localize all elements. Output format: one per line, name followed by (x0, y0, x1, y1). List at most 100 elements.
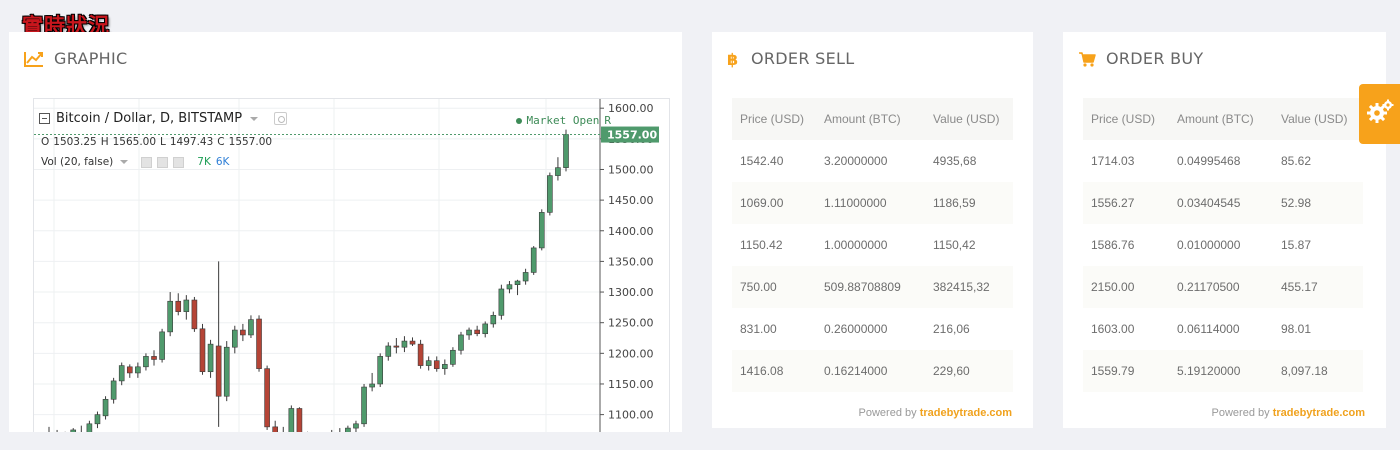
candle-body (167, 300, 173, 333)
column-header[interactable]: Value (USD) (1273, 98, 1363, 140)
candle-body (118, 365, 125, 382)
table-row[interactable]: 1603.00 0.06114000 98.01 (1083, 308, 1363, 350)
candle-body (191, 299, 198, 330)
bitcoin-icon: ฿ (727, 50, 741, 68)
order-buy-title: ORDER BUY (1078, 49, 1204, 68)
candle-body (450, 349, 456, 365)
table-row[interactable]: 750.00 509.88708809 382415,32 (732, 266, 1013, 308)
collapse-icon[interactable] (39, 113, 50, 124)
table-row[interactable]: 1586.76 0.01000000 15.87 (1083, 224, 1363, 266)
amount-cell: 5.19120000 (1169, 350, 1273, 392)
candle-body (248, 319, 254, 336)
settings-tab[interactable] (1359, 84, 1400, 144)
volume-value-1: 7K (197, 156, 211, 168)
price-chart-canvas[interactable]: 1600.001550.001500.001450.001400.001350.… (34, 99, 670, 432)
candle-body (466, 329, 472, 336)
y-tick-label: 1300.00 (608, 286, 654, 299)
ohlc-close-label: C (217, 136, 225, 148)
table-row[interactable]: 1069.00 1.11000000 1186,59 (732, 182, 1013, 224)
candle-body (207, 343, 214, 373)
powered-by-link[interactable]: tradebytrade.com (1272, 407, 1365, 419)
market-status: Market Open R (515, 114, 611, 127)
chevron-down-icon[interactable] (120, 160, 129, 164)
y-tick-label: 1450.00 (608, 194, 654, 207)
last-price-badge (601, 126, 659, 143)
table-header-row: Price (USD) Amount (BTC) Value (USD) (732, 98, 1013, 140)
settings-icon[interactable] (157, 156, 169, 168)
graphic-panel-title: GRAPHIC (24, 49, 127, 68)
settings-circle-icon[interactable] (274, 112, 288, 125)
column-header[interactable]: Price (USD) (732, 98, 816, 140)
candle-body (215, 345, 222, 397)
price-cell: 1416.08 (732, 350, 816, 392)
ohlc-low-label: L (160, 136, 166, 148)
gear-icon[interactable] (1365, 97, 1395, 131)
price-cell: 831.00 (740, 322, 777, 336)
candle-body (401, 340, 408, 348)
y-tick-label: 1400.00 (608, 225, 654, 238)
price-cell: 2150.00 (1083, 266, 1169, 308)
candle-body (385, 345, 392, 357)
amount-cell: 0.26000000 (824, 322, 888, 336)
ohlc-close: 1557.00 (228, 136, 273, 148)
amount-cell: 0.06114000 (1177, 322, 1240, 336)
candle-body (86, 423, 93, 432)
eye-icon[interactable] (141, 156, 153, 168)
order-sell-title: ฿ ORDER SELL (727, 49, 854, 68)
candle-body (555, 167, 561, 176)
column-header[interactable]: Value (USD) (925, 98, 1013, 140)
column-header[interactable]: Amount (BTC) (816, 98, 925, 140)
candle-body (458, 334, 464, 351)
chevron-down-icon[interactable] (250, 116, 259, 121)
candle-body (530, 247, 537, 273)
column-header[interactable]: Price (USD) (1083, 98, 1169, 140)
powered-by-link[interactable]: tradebytrade.com (919, 407, 1012, 419)
y-tick-label: 1200.00 (608, 347, 654, 360)
y-tick-label: 1600.00 (608, 102, 654, 115)
svg-text:฿: ฿ (727, 50, 738, 68)
market-status-text: Market Open (526, 114, 600, 127)
powered-by-prefix: Powered by (858, 407, 917, 419)
table-row[interactable]: 831.00 0.26000000 216,06 (732, 308, 1013, 350)
powered-by: Powered by tradebytrade.com (1212, 407, 1365, 419)
close-icon[interactable] (173, 156, 185, 168)
ohlc-low: 1497.43 (169, 136, 214, 148)
table-header-row: Price (USD) Amount (BTC) Value (USD) (1083, 98, 1363, 140)
graphic-panel: GRAPHIC 1600.001550.001500.001450.001400… (9, 32, 682, 432)
candle-body (296, 408, 303, 432)
powered-by: Powered by tradebytrade.com (859, 407, 1012, 419)
candle-body (264, 368, 270, 428)
candle-body (353, 423, 359, 429)
table-row[interactable]: 1542.40 3.20000000 4935,68 (732, 140, 1013, 182)
y-tick-label: 1500.00 (608, 163, 654, 176)
value-cell: 216,06 (933, 322, 970, 336)
candle-body (409, 340, 416, 345)
value-cell: 1186,59 (925, 182, 1013, 224)
amount-cell: 1.00000000 (824, 238, 888, 252)
order-sell-table: Price (USD) Amount (BTC) Value (USD) 154… (732, 98, 1013, 392)
candle-body (151, 356, 157, 360)
price-cell: 1714.03 (1091, 154, 1135, 168)
order-buy-table: Price (USD) Amount (BTC) Value (USD) 171… (1083, 98, 1363, 392)
candle-body (433, 360, 440, 369)
column-header[interactable]: Amount (BTC) (1169, 98, 1273, 140)
candle-body (223, 346, 230, 397)
candle-body (110, 380, 117, 400)
table-row[interactable]: 1556.27 0.03404545 52.98 (1083, 182, 1363, 224)
price-chart[interactable]: 1600.001550.001500.001450.001400.001350.… (33, 98, 670, 432)
value-cell: 98.01 (1281, 322, 1312, 336)
market-status-suffix: R (604, 114, 611, 127)
chart-header: Bitcoin / Dollar, D, BITSTAMP (39, 111, 288, 126)
table-row[interactable]: 1416.08 0.16214000 229,60 (732, 350, 1013, 392)
amount-cell: 3.20000000 (824, 154, 888, 168)
candle-body (240, 329, 246, 336)
candle-body (94, 414, 101, 425)
value-cell: 4935,68 (933, 154, 977, 168)
ohlc-open-label: O (41, 136, 50, 148)
table-row[interactable]: 2150.00 0.21170500 455.17 (1083, 266, 1363, 308)
table-row[interactable]: 1559.79 5.19120000 8,097.18 (1083, 350, 1363, 392)
candle-body (506, 284, 513, 290)
table-row[interactable]: 1150.42 1.00000000 1150,42 (732, 224, 1013, 266)
candle-body (514, 280, 521, 285)
table-row[interactable]: 1714.03 0.04995468 85.62 (1083, 140, 1363, 182)
